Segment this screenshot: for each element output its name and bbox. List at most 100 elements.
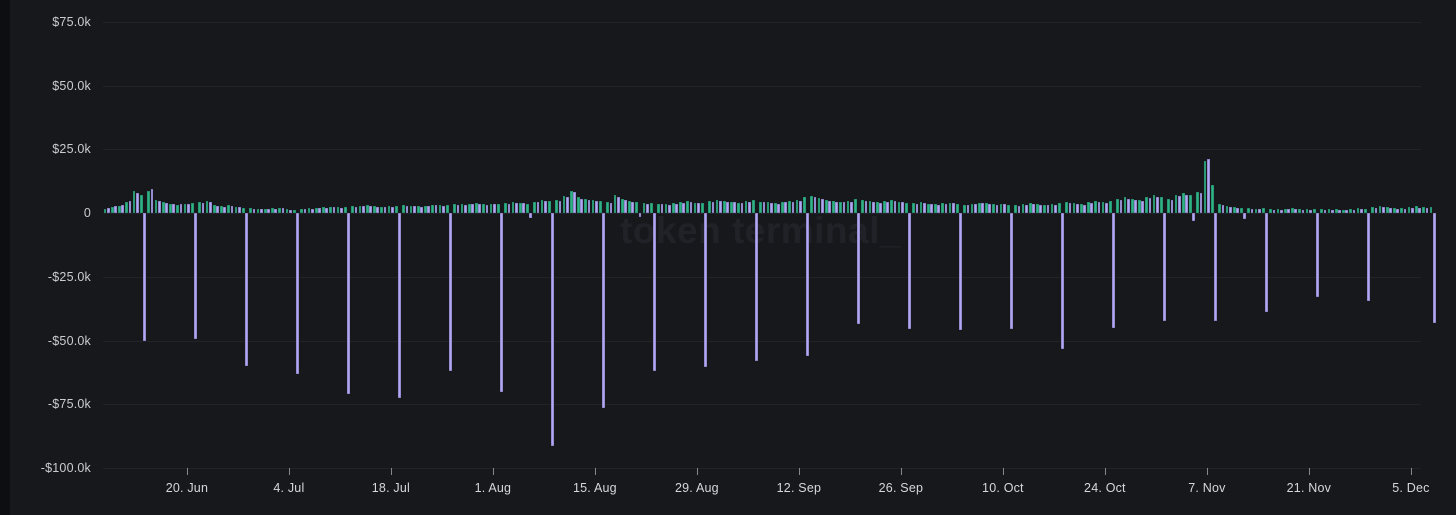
bar-purple[interactable] bbox=[740, 203, 744, 213]
bar-purple[interactable] bbox=[645, 203, 649, 213]
bar-teal[interactable] bbox=[489, 203, 493, 213]
bar-teal[interactable] bbox=[839, 201, 843, 213]
bar-teal[interactable] bbox=[766, 202, 770, 213]
bar-purple[interactable] bbox=[361, 206, 365, 213]
bar-purple[interactable] bbox=[959, 213, 963, 331]
bar-teal[interactable] bbox=[744, 201, 748, 213]
bar-purple[interactable] bbox=[1199, 193, 1203, 213]
bar-purple[interactable] bbox=[216, 206, 219, 213]
bar-purple[interactable] bbox=[1316, 213, 1320, 298]
bar-teal[interactable] bbox=[832, 200, 835, 213]
bar-purple[interactable] bbox=[1418, 207, 1422, 213]
bar-purple[interactable] bbox=[1097, 202, 1101, 213]
bar-teal[interactable] bbox=[1334, 209, 1338, 213]
bar-purple[interactable] bbox=[1075, 203, 1079, 213]
bar-purple[interactable] bbox=[478, 203, 482, 213]
bar-purple[interactable] bbox=[543, 201, 547, 213]
bar-teal[interactable] bbox=[1261, 208, 1265, 213]
bar-teal[interactable] bbox=[759, 201, 762, 213]
bar-teal[interactable] bbox=[227, 205, 231, 213]
bar-purple[interactable] bbox=[259, 209, 263, 213]
bar-teal[interactable] bbox=[664, 204, 668, 213]
bar-purple[interactable] bbox=[1177, 196, 1181, 213]
bar-teal[interactable] bbox=[1291, 208, 1294, 213]
bar-purple[interactable] bbox=[573, 191, 576, 213]
bar-purple[interactable] bbox=[1228, 207, 1232, 213]
bar-purple[interactable] bbox=[1119, 200, 1123, 214]
bar-purple[interactable] bbox=[1410, 208, 1414, 213]
bar-purple[interactable] bbox=[500, 213, 504, 392]
bar-teal[interactable] bbox=[358, 205, 362, 213]
bar-teal[interactable] bbox=[715, 199, 719, 213]
bar-purple[interactable] bbox=[1381, 206, 1385, 213]
bar-teal[interactable] bbox=[475, 203, 478, 213]
bar-purple[interactable] bbox=[995, 204, 999, 213]
bar-teal[interactable] bbox=[482, 203, 486, 213]
bar-purple[interactable] bbox=[318, 207, 321, 213]
bar-purple[interactable] bbox=[1265, 213, 1269, 313]
bar-teal[interactable] bbox=[1356, 208, 1360, 213]
bar-purple[interactable] bbox=[755, 213, 759, 361]
bar-purple[interactable] bbox=[638, 213, 642, 217]
bar-teal[interactable] bbox=[635, 202, 639, 213]
bar-purple[interactable] bbox=[376, 206, 380, 213]
bar-purple[interactable] bbox=[135, 192, 139, 213]
bar-teal[interactable] bbox=[1327, 208, 1331, 213]
bar-teal[interactable] bbox=[1305, 209, 1309, 213]
bar-purple[interactable] bbox=[842, 202, 846, 213]
bar-purple[interactable] bbox=[1221, 205, 1225, 213]
bar-teal[interactable] bbox=[1218, 204, 1221, 213]
bar-purple[interactable] bbox=[1148, 198, 1152, 213]
bar-teal[interactable] bbox=[518, 202, 522, 213]
bar-purple[interactable] bbox=[689, 202, 693, 213]
bar-purple[interactable] bbox=[157, 201, 161, 213]
bar-purple[interactable] bbox=[1367, 213, 1371, 301]
bar-teal[interactable] bbox=[555, 199, 558, 213]
bar-purple[interactable] bbox=[522, 203, 525, 213]
bar-purple[interactable] bbox=[1112, 213, 1116, 328]
bar-purple[interactable] bbox=[915, 203, 919, 213]
bar-purple[interactable] bbox=[704, 213, 708, 368]
bar-purple[interactable] bbox=[791, 201, 795, 213]
bar-teal[interactable] bbox=[460, 204, 464, 213]
bar-teal[interactable] bbox=[547, 201, 551, 213]
bar-teal[interactable] bbox=[926, 203, 930, 213]
bar-teal[interactable] bbox=[1087, 202, 1090, 213]
bar-teal[interactable] bbox=[861, 200, 864, 213]
bar-teal[interactable] bbox=[431, 204, 435, 213]
bar-teal[interactable] bbox=[263, 208, 267, 213]
bar-purple[interactable] bbox=[347, 213, 351, 394]
bar-purple[interactable] bbox=[828, 200, 831, 213]
bar-teal[interactable] bbox=[897, 201, 901, 213]
bar-purple[interactable] bbox=[223, 206, 227, 213]
bar-purple[interactable] bbox=[849, 201, 853, 213]
bar-purple[interactable] bbox=[857, 213, 861, 324]
bar-teal[interactable] bbox=[1298, 209, 1302, 213]
bar-purple[interactable] bbox=[565, 197, 569, 213]
bar-teal[interactable] bbox=[504, 203, 507, 213]
bar-teal[interactable] bbox=[649, 202, 653, 213]
bar-teal[interactable] bbox=[657, 203, 660, 213]
bar-teal[interactable] bbox=[1429, 206, 1433, 213]
bar-purple[interactable] bbox=[1192, 213, 1196, 221]
bar-purple[interactable] bbox=[1330, 209, 1334, 213]
bar-teal[interactable] bbox=[1371, 207, 1374, 213]
bar-purple[interactable] bbox=[267, 209, 270, 213]
bar-purple[interactable] bbox=[922, 203, 926, 213]
bar-purple[interactable] bbox=[1272, 209, 1276, 213]
bar-purple[interactable] bbox=[1155, 196, 1159, 213]
bar-teal[interactable] bbox=[562, 196, 566, 213]
bar-purple[interactable] bbox=[988, 203, 992, 213]
bar-teal[interactable] bbox=[533, 201, 537, 213]
bar-purple[interactable] bbox=[616, 196, 620, 213]
bar-teal[interactable] bbox=[1116, 199, 1119, 213]
bar-purple[interactable] bbox=[609, 202, 613, 213]
bar-teal[interactable] bbox=[788, 200, 792, 213]
bar-purple[interactable] bbox=[1243, 213, 1247, 220]
bar-teal[interactable] bbox=[1043, 204, 1047, 213]
bar-teal[interactable] bbox=[977, 202, 981, 213]
bar-purple[interactable] bbox=[186, 203, 190, 213]
bar-teal[interactable] bbox=[336, 207, 340, 213]
bar-teal[interactable] bbox=[125, 202, 129, 213]
bar-teal[interactable] bbox=[292, 209, 296, 213]
